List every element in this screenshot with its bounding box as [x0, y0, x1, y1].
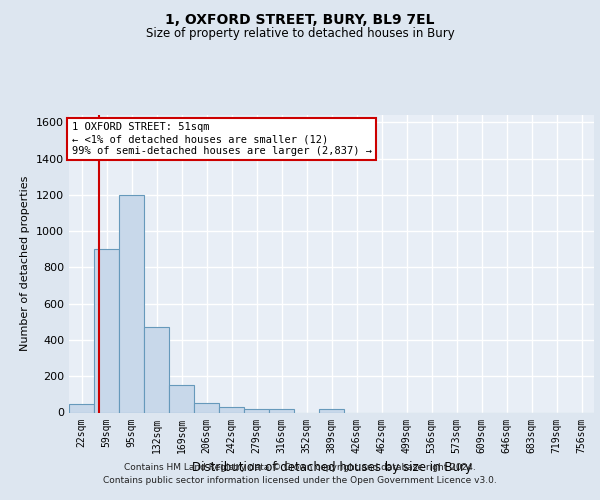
Text: 1 OXFORD STREET: 51sqm
← <1% of detached houses are smaller (12)
99% of semi-det: 1 OXFORD STREET: 51sqm ← <1% of detached… — [71, 122, 371, 156]
Bar — [244, 409, 269, 412]
Bar — [319, 409, 344, 412]
Text: Size of property relative to detached houses in Bury: Size of property relative to detached ho… — [146, 28, 454, 40]
Bar — [194, 402, 219, 412]
Bar — [94, 249, 119, 412]
Bar — [269, 409, 294, 412]
X-axis label: Distribution of detached houses by size in Bury: Distribution of detached houses by size … — [191, 461, 472, 474]
Bar — [169, 386, 194, 412]
Bar — [119, 195, 144, 412]
Y-axis label: Number of detached properties: Number of detached properties — [20, 176, 31, 352]
Text: Contains public sector information licensed under the Open Government Licence v3: Contains public sector information licen… — [103, 476, 497, 485]
Text: 1, OXFORD STREET, BURY, BL9 7EL: 1, OXFORD STREET, BURY, BL9 7EL — [165, 12, 435, 26]
Text: Contains HM Land Registry data © Crown copyright and database right 2024.: Contains HM Land Registry data © Crown c… — [124, 464, 476, 472]
Bar — [69, 404, 94, 412]
Bar — [144, 327, 169, 412]
Bar — [219, 407, 244, 412]
